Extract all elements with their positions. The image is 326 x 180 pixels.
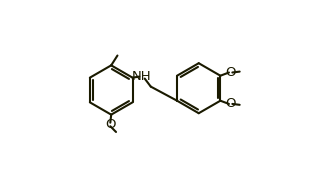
Text: O: O [105, 118, 115, 131]
Text: NH: NH [132, 70, 151, 83]
Text: O: O [226, 66, 236, 79]
Text: O: O [226, 97, 236, 111]
